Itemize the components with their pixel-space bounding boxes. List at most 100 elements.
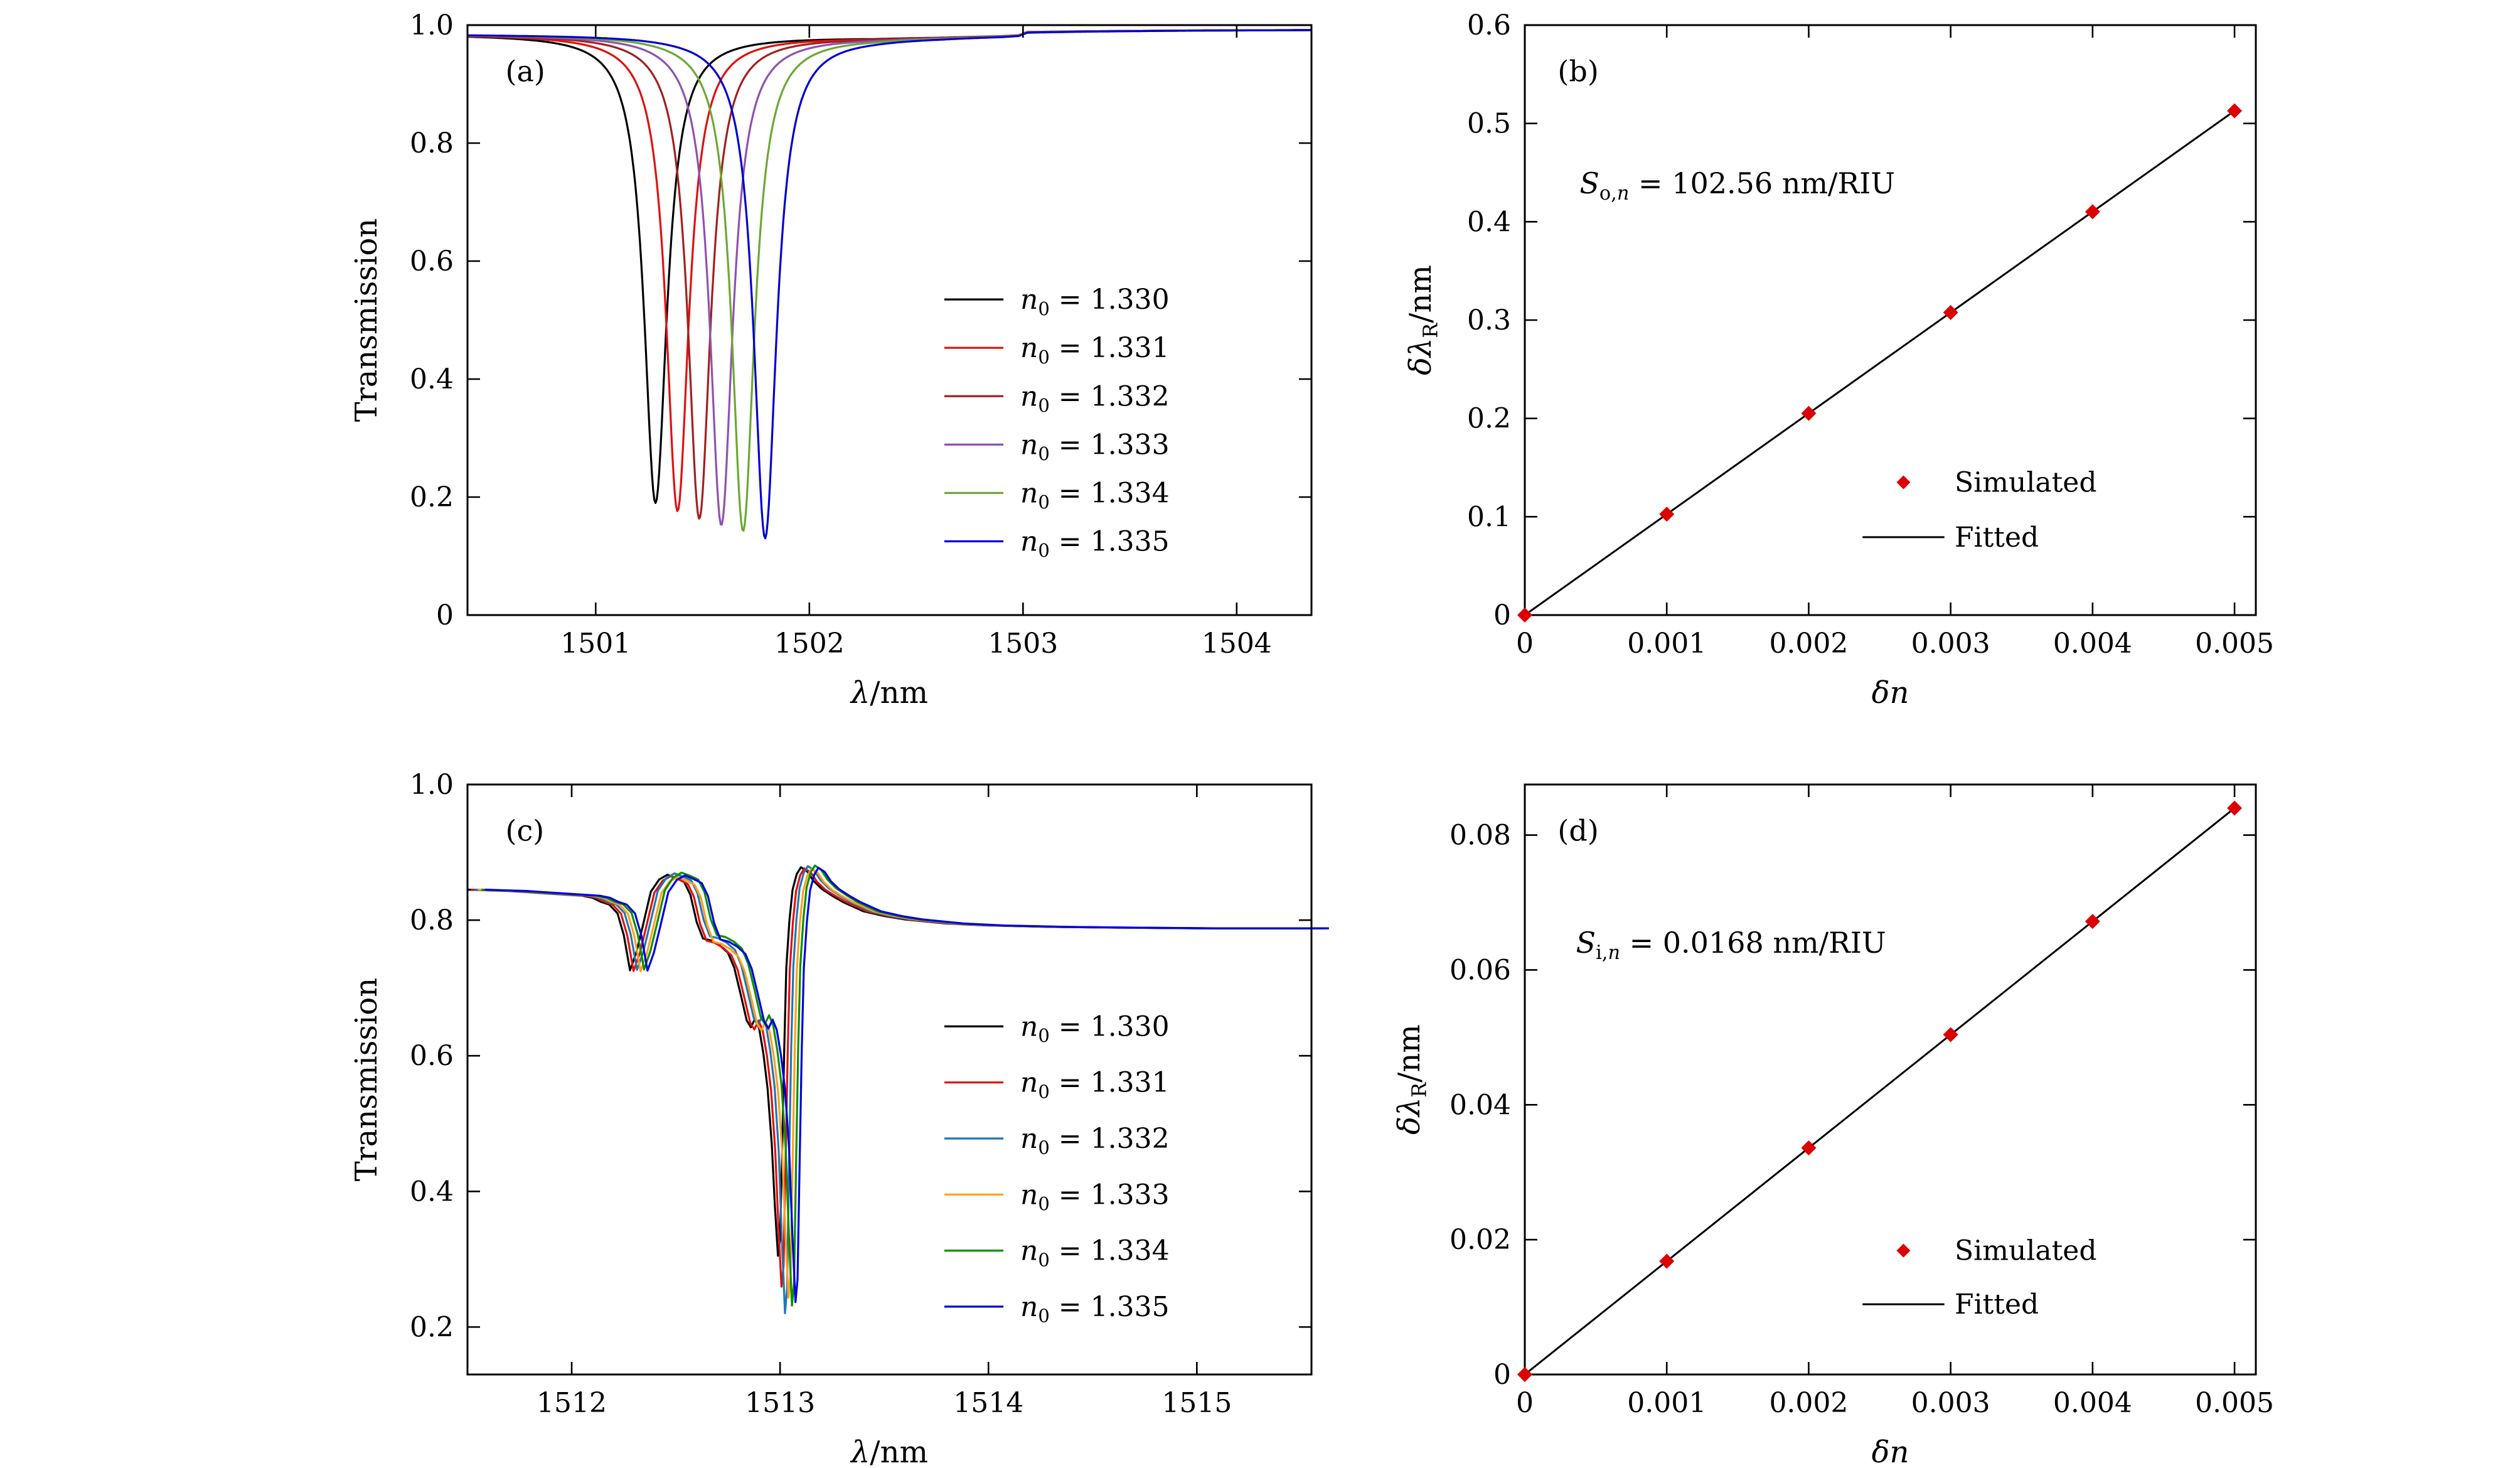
y-tick-label: 1.0 [410,769,454,801]
legend-label: Fitted [1955,522,2039,554]
y-tick-label: 0.3 [1467,304,1511,336]
y-tick-label: 0.6 [1467,9,1511,41]
axes-frame [1524,783,2257,1376]
data-point [1659,506,1675,522]
legend-label: Fitted [1955,1289,2039,1321]
y-tick-label: 0.4 [1467,206,1511,238]
data-point [1659,1253,1675,1269]
y-tick-label: 0.4 [410,1176,454,1208]
x-tick-label: 1513 [745,1387,815,1419]
y-tick-label: 0.08 [1450,820,1511,852]
y-tick-label: 0.2 [410,1311,454,1343]
x-tick-label: 0.003 [1911,1387,1990,1419]
data-point [2227,800,2243,816]
spectrum-line-0 [467,866,1311,1257]
x-tick-label: 1504 [1202,628,1272,660]
y-axis-title: δλR/nm [1403,265,1443,375]
sensitivity-annotation: Si,n = 0.0168 nm/RIU [1576,926,1886,964]
spectrum-line-5 [467,29,1311,540]
x-axis-title: λ/nm [850,675,928,710]
legend-label: n0 = 1.335 [1020,526,1170,562]
spectrum-line-3 [467,29,1311,526]
data-point [2085,914,2100,930]
legend-label: n0 = 1.331 [1020,1067,1170,1103]
x-tick-label: 0.005 [2195,1387,2274,1419]
x-tick-label: 1503 [988,628,1058,660]
y-tick-label: 0.04 [1450,1089,1511,1121]
y-tick-label: 0.5 [1467,108,1511,140]
fit-line [1524,110,2235,616]
panel-d: 0 0.001 0.002 0.003 0.004 0.005 0 0.02 0.04 0.06 0… [1392,783,2274,1468]
legend-label: n0 = 1.332 [1020,1123,1170,1159]
y-tick-label: 0.6 [410,245,454,277]
spectrum-line-4 [481,864,1326,1307]
panel-letter: (a) [506,54,545,88]
spectrum-line-1 [467,29,1311,512]
legend-label: n0 = 1.332 [1020,380,1170,416]
y-tick-label: 0 [436,599,454,631]
data-point [1517,1367,1532,1382]
x-tick-label: 0.001 [1627,1387,1706,1419]
sensitivity-annotation: So,n = 102.56 nm/RIU [1579,166,1895,205]
x-tick-label: 0.003 [1911,628,1990,660]
legend-label: Simulated [1955,1235,2096,1267]
x-tick-label: 0 [1516,628,1534,660]
y-tick-label: 0.06 [1450,954,1511,986]
legend-label: n0 = 1.334 [1020,1235,1170,1271]
y-axis-title: δλR/nm [1392,1024,1431,1135]
x-tick-label: 0.004 [2053,628,2132,660]
x-axis-title: δn [1872,675,1909,710]
y-tick-label: 0.8 [410,127,454,159]
x-tick-label: 0 [1516,1387,1534,1419]
spectrum-line-5 [484,867,1329,1304]
legend-label: n0 = 1.335 [1020,1291,1170,1327]
axes-frame [466,24,1313,616]
y-tick-label: 0.02 [1450,1224,1511,1256]
x-tick-label: 0.002 [1769,628,1848,660]
x-tick-label: 0.005 [2195,628,2274,660]
x-axis-title: λ/nm [850,1435,928,1468]
legend-label: n0 = 1.330 [1020,284,1170,319]
panel-letter: (b) [1557,54,1598,88]
data-point [1801,405,1817,421]
x-tick-label: 1515 [1161,1387,1232,1419]
x-tick-label: 0.002 [1769,1387,1848,1419]
y-tick-label: 0.6 [410,1040,454,1072]
legend-label: Simulated [1955,467,2096,499]
legend-label: n0 = 1.333 [1020,1179,1170,1214]
x-tick-label: 0.001 [1627,628,1706,660]
y-tick-label: 0 [1493,599,1511,631]
fit-line [1524,807,2236,1376]
y-tick-label: 0.2 [410,481,454,513]
x-tick-label: 1502 [774,628,845,660]
data-point [2085,204,2100,220]
y-tick-label: 0.2 [1467,403,1511,435]
data-point [1801,1140,1817,1156]
panel-letter: (d) [1557,813,1598,847]
panel-c: 1512 1513 1514 1515 0.2 0.4 0.6 0.8 1.0 λ/nm Trans… [349,769,1329,1468]
x-tick-label: 1512 [537,1387,607,1419]
legend-marker [1896,1243,1911,1258]
legend-label: n0 = 1.333 [1020,429,1170,464]
axes-frame [466,783,1313,1376]
spectrum-line-2 [467,29,1311,520]
spectrum-line-0 [467,29,1311,504]
legend-label: n0 = 1.334 [1020,477,1170,513]
data-point [1943,304,1958,320]
legend-label: n0 = 1.330 [1020,1010,1170,1046]
spectrum-line-3 [478,867,1322,1299]
y-tick-label: 0.4 [410,363,454,395]
data-point [2227,103,2243,119]
x-axis-title: δn [1872,1435,1909,1468]
x-tick-label: 0.004 [2053,1387,2132,1419]
y-tick-label: 0.8 [410,904,454,936]
y-axis-title: Transmission [349,978,384,1181]
legend-label: n0 = 1.331 [1020,332,1170,368]
legend-marker [1896,475,1911,490]
x-tick-label: 1501 [560,628,631,660]
panel-a: 1501 1502 1503 1504 0 0.2 0.4 0.6 0.8 1.0 λ/nm Tran… [349,9,1313,710]
spectrum-line-2 [474,865,1319,1314]
y-tick-label: 1.0 [410,9,454,41]
data-point [1943,1027,1958,1042]
